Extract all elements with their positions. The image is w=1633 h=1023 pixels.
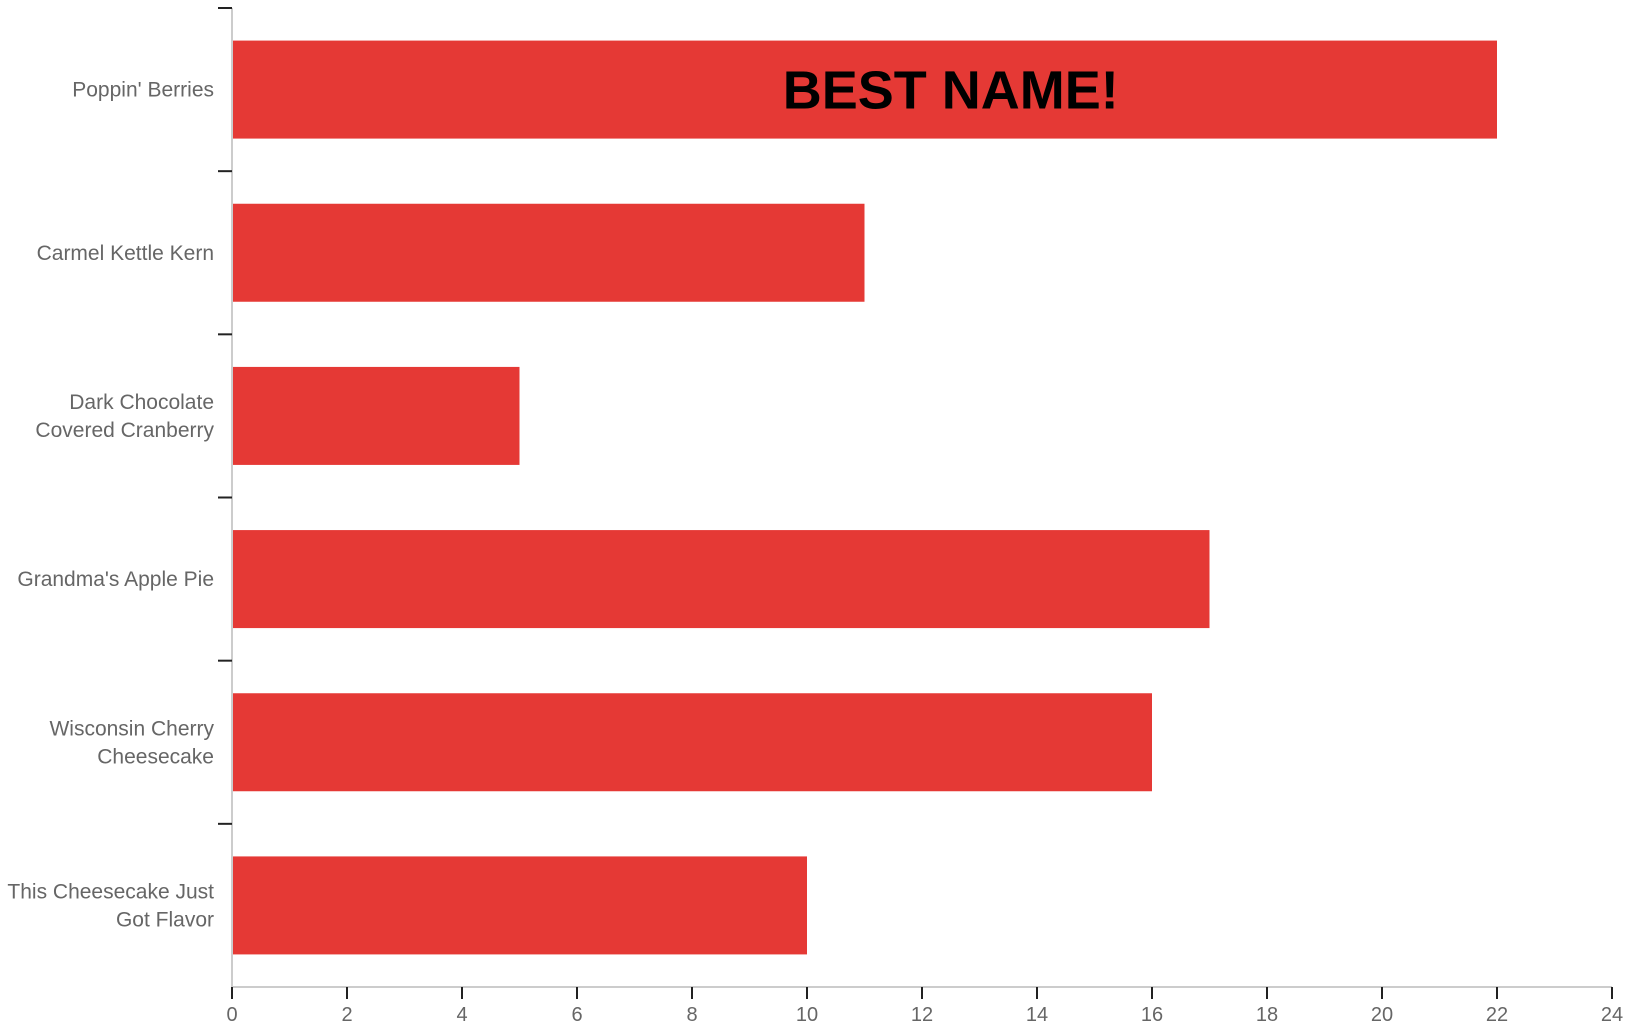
category-label-line: Covered Cranberry (35, 419, 214, 442)
x-tick-label-2: 4 (456, 1004, 467, 1023)
x-tick-label-10: 20 (1371, 1004, 1393, 1023)
category-label-line: Got Flavor (116, 908, 214, 931)
bar-0 (233, 40, 1497, 139)
bar-1 (233, 203, 865, 302)
annotation-layer: BEST NAME! (783, 61, 1119, 121)
x-tick-label-3: 6 (571, 1004, 582, 1023)
category-label-line: Wisconsin Cherry (49, 717, 214, 740)
category-label-0: Poppin' Berries (72, 79, 214, 102)
x-tick-label-11: 22 (1486, 1004, 1508, 1023)
category-label-3: Grandma's Apple Pie (17, 568, 214, 591)
bar-5 (233, 856, 807, 955)
category-label-line: Poppin' Berries (72, 79, 214, 102)
category-label-line: Cheesecake (97, 745, 214, 768)
category-label-2: Dark Chocolate Covered Cranberry (35, 391, 214, 442)
x-tick-label-9: 18 (1256, 1004, 1278, 1023)
x-tick-label-7: 14 (1026, 1004, 1048, 1023)
bars-layer (233, 40, 1497, 955)
x-tick-label-12: 24 (1601, 1004, 1623, 1023)
category-label-5: This Cheesecake Just Got Flavor (7, 880, 214, 931)
category-label-1: Carmel Kettle Kern (37, 242, 214, 265)
annotation-0: BEST NAME! (783, 61, 1119, 121)
x-tick-label-5: 10 (796, 1004, 818, 1023)
bar-4 (233, 693, 1152, 792)
category-label-4: Wisconsin Cherry Cheesecake (49, 717, 214, 768)
x-tick-label-1: 2 (341, 1004, 352, 1023)
bar-3 (233, 530, 1210, 629)
x-tick-label-0: 0 (226, 1004, 237, 1023)
x-tick-label-8: 16 (1141, 1004, 1163, 1023)
bar-2 (233, 366, 520, 465)
category-label-line: Dark Chocolate (69, 391, 214, 414)
category-label-line: This Cheesecake Just (7, 880, 214, 903)
axes-layer (218, 7, 1613, 999)
x-tick-label-6: 12 (911, 1004, 933, 1023)
x-tick-label-4: 8 (686, 1004, 697, 1023)
category-label-line: Carmel Kettle Kern (37, 242, 214, 265)
category-label-line: Grandma's Apple Pie (17, 568, 214, 591)
